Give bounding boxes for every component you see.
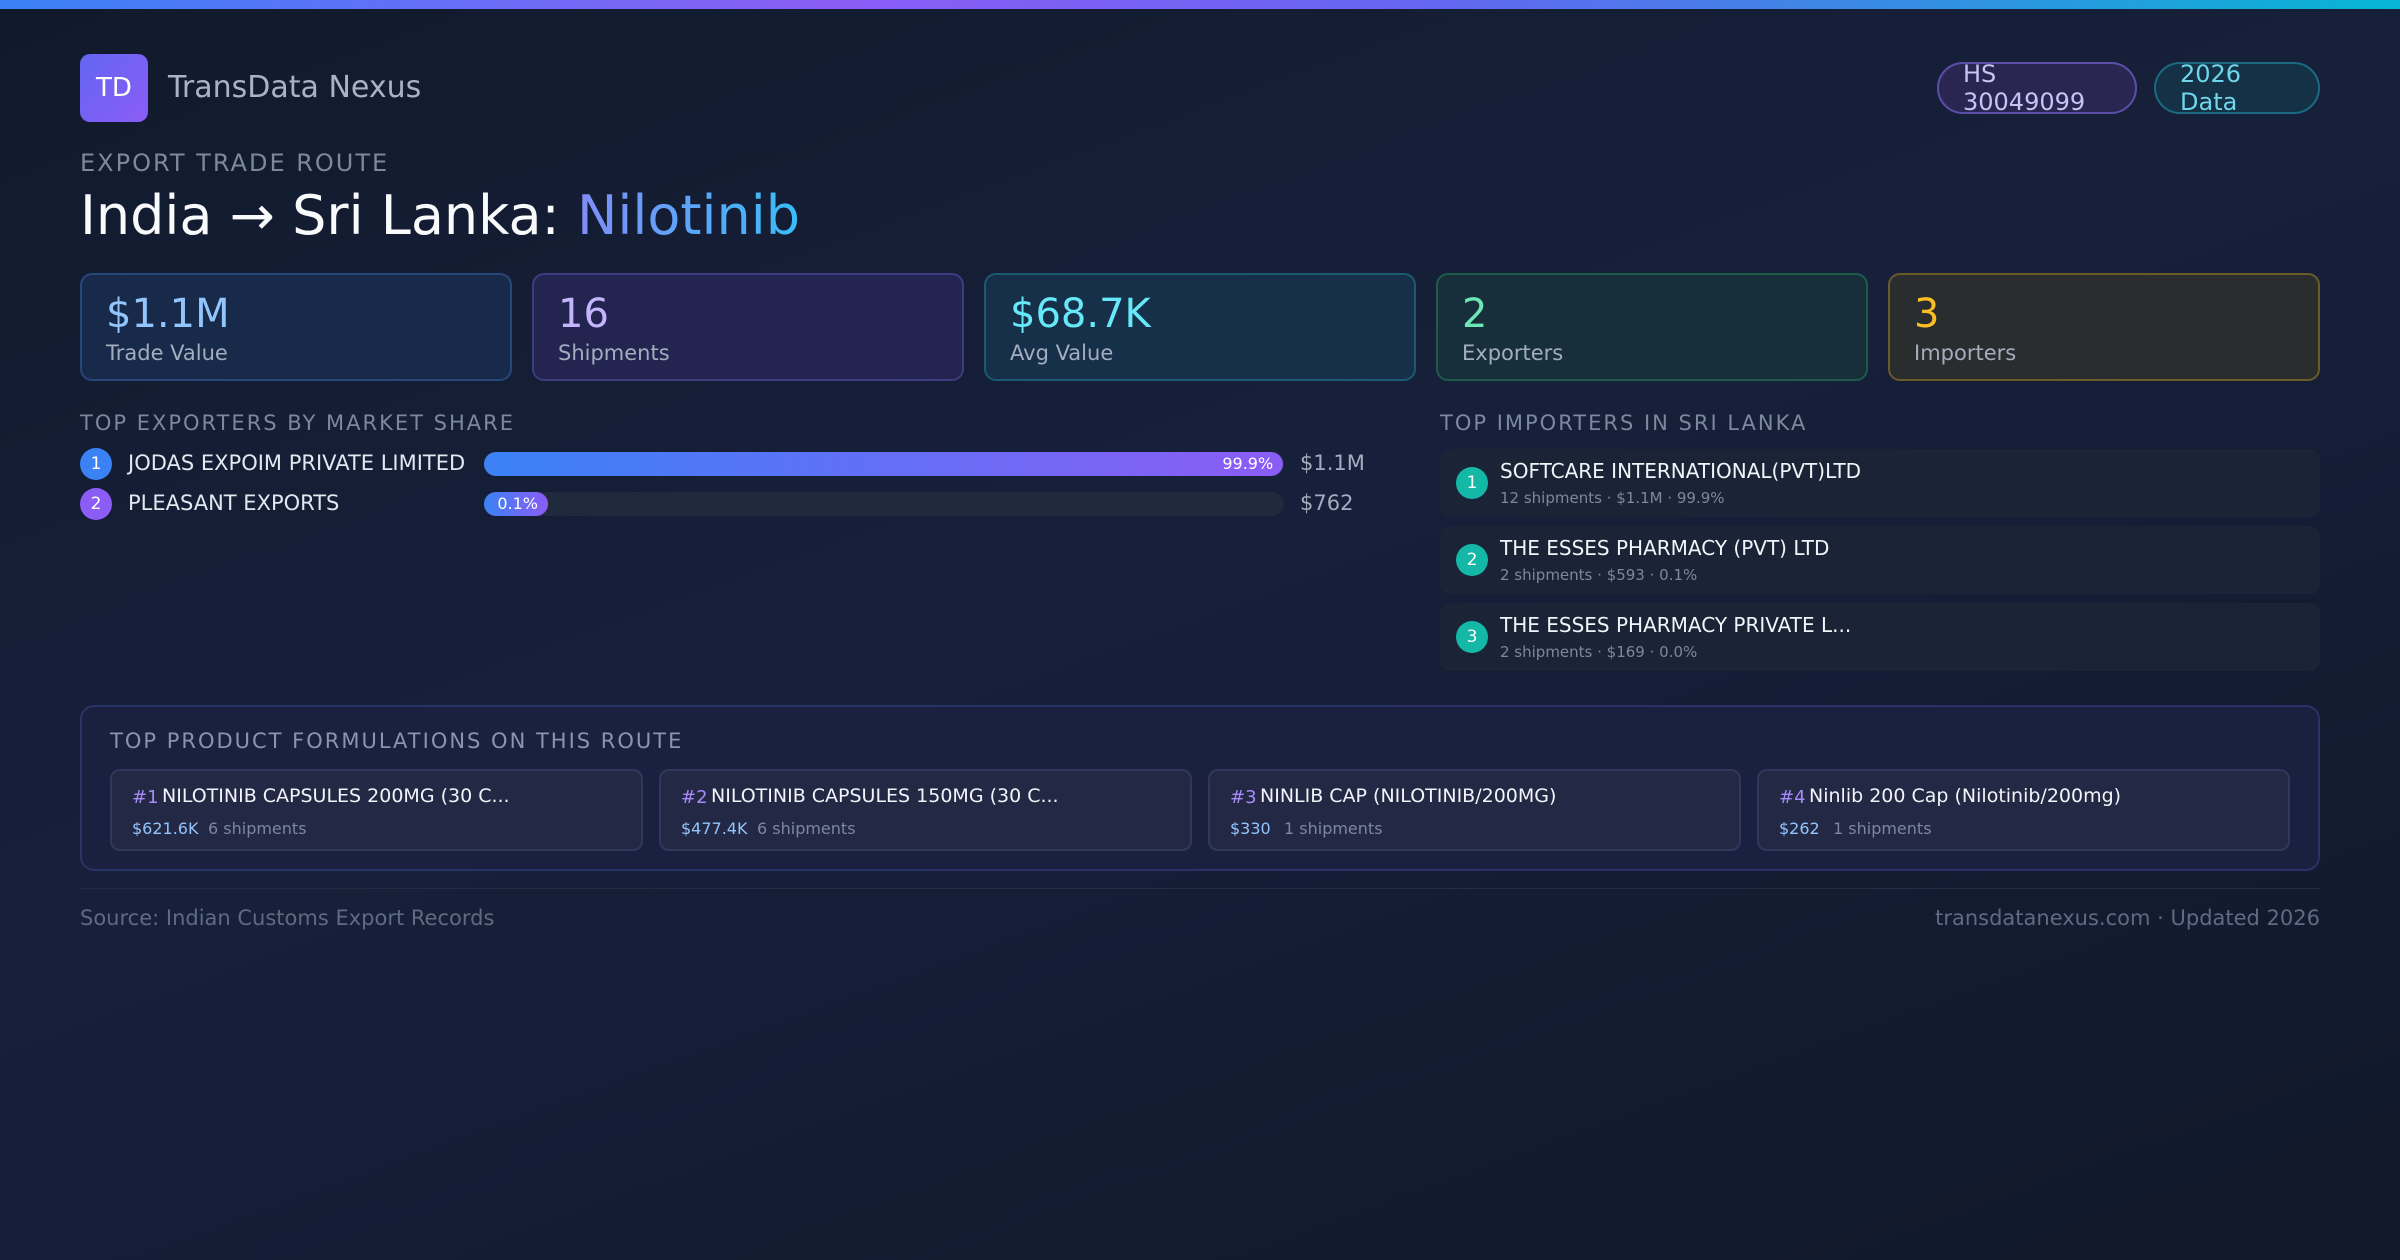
exporter-name: JODAS EXPOIM PRIVATE LIMITED <box>128 451 466 475</box>
importer-name: SOFTCARE INTERNATIONAL(PVT)LTD <box>1500 459 1862 483</box>
formulation-shipments: 6 shipments <box>208 819 307 838</box>
formulation-name: NINLIB CAP (NILOTINIB/200MG) <box>1260 785 1557 807</box>
share-bar-fill: 99.9% <box>484 452 1284 476</box>
importer-meta: 12 shipments · $1.1M · 99.9% <box>1500 489 1725 507</box>
stat-card-avg-value: $68.7K Avg Value <box>984 273 1416 381</box>
stat-value: 3 <box>1914 291 1940 337</box>
formulations-panel: TOP PRODUCT FORMULATIONS ON THIS ROUTE #… <box>80 705 2320 871</box>
stat-value: $1.1M <box>106 291 230 337</box>
product-name: Nilotinib <box>576 184 801 247</box>
exporter-name: PLEASANT EXPORTS <box>128 491 340 515</box>
importer-meta: 2 shipments · $169 · 0.0% <box>1500 643 1698 661</box>
rank-badge: 1 <box>1456 467 1488 499</box>
formulation-card: #3 NINLIB CAP (NILOTINIB/200MG) $330 1 s… <box>1208 769 1741 851</box>
formulation-value: $262 <box>1779 819 1820 838</box>
hs-code-badge: HS 30049099 <box>1937 60 2137 116</box>
importer-card: 3 THE ESSES PHARMACY PRIVATE L... 2 ship… <box>1440 603 2320 671</box>
stat-value: $68.7K <box>1010 291 1151 337</box>
rank-badge: 3 <box>1456 621 1488 653</box>
rank-badge: 2 <box>1456 544 1488 576</box>
brand-name: TransData Nexus <box>168 70 422 105</box>
rank-badge: 1 <box>80 448 112 480</box>
importer-name: THE ESSES PHARMACY (PVT) LTD <box>1500 536 1830 560</box>
formulation-rank: #2 <box>681 787 708 808</box>
route-text: India → Sri Lanka: <box>80 184 560 247</box>
data-year-badge: 2026 Data <box>2154 60 2320 116</box>
source-note: Source: Indian Customs Export Records <box>80 906 495 930</box>
formulation-name: Ninlib 200 Cap (Nilotinib/200mg) <box>1809 785 2122 807</box>
exporters-section-title: TOP EXPORTERS BY MARKET SHARE <box>80 411 516 435</box>
importer-meta: 2 shipments · $593 · 0.1% <box>1500 566 1698 584</box>
logo: TD <box>80 54 148 122</box>
importers-section-title: TOP IMPORTERS IN SRI LANKA <box>1440 411 1808 435</box>
importer-card: 1 SOFTCARE INTERNATIONAL(PVT)LTD 12 ship… <box>1440 449 2320 517</box>
stat-label: Exporters <box>1462 341 1564 365</box>
stat-label: Trade Value <box>106 341 228 365</box>
formulation-value: $477.4K <box>681 819 748 838</box>
stat-value: 2 <box>1462 291 1488 337</box>
route-kicker: EXPORT TRADE ROUTE <box>80 149 390 177</box>
formulation-rank: #1 <box>132 787 159 808</box>
formulation-card: #1 NILOTINIB CAPSULES 200MG (30 C... $62… <box>110 769 643 851</box>
formulation-name: NILOTINIB CAPSULES 150MG (30 C... <box>711 785 1059 807</box>
formulation-rank: #4 <box>1779 787 1806 808</box>
stat-label: Avg Value <box>1010 341 1114 365</box>
formulation-card: #4 Ninlib 200 Cap (Nilotinib/200mg) $262… <box>1757 769 2290 851</box>
stat-card-exporters: 2 Exporters <box>1436 273 1868 381</box>
rank-badge: 2 <box>80 488 112 520</box>
stat-card-shipments: 16 Shipments <box>532 273 964 381</box>
share-percent: 0.1% <box>497 494 538 513</box>
importer-card: 2 THE ESSES PHARMACY (PVT) LTD 2 shipmen… <box>1440 526 2320 594</box>
exporter-value: $762 <box>1300 491 1354 515</box>
header: TD TransData Nexus HS 30049099 2026 Data <box>80 54 2320 122</box>
formulation-name: NILOTINIB CAPSULES 200MG (30 C... <box>162 785 510 807</box>
site-updated-note: transdatanexus.com · Updated 2026 <box>1935 906 2320 930</box>
stat-label: Shipments <box>558 341 670 365</box>
stat-value: 16 <box>558 291 609 337</box>
formulation-shipments: 1 shipments <box>1833 819 1932 838</box>
formulation-card: #2 NILOTINIB CAPSULES 150MG (30 C... $47… <box>659 769 1192 851</box>
stats-row: $1.1M Trade Value 16 Shipments $68.7K Av… <box>80 273 2320 381</box>
stat-card-importers: 3 Importers <box>1888 273 2320 381</box>
formulation-value: $621.6K <box>132 819 199 838</box>
exporter-row: 2 PLEASANT EXPORTS 0.1% $762 <box>80 487 1360 521</box>
page-title: India → Sri Lanka: Nilotinib <box>80 184 800 247</box>
stat-card-trade-value: $1.1M Trade Value <box>80 273 512 381</box>
formulations-title: TOP PRODUCT FORMULATIONS ON THIS ROUTE <box>110 729 684 753</box>
formulation-shipments: 1 shipments <box>1284 819 1383 838</box>
footer-divider <box>80 888 2320 889</box>
importer-name: THE ESSES PHARMACY PRIVATE L... <box>1500 613 1852 637</box>
formulation-shipments: 6 shipments <box>757 819 856 838</box>
share-bar-track: 0.1% <box>484 492 1284 516</box>
formulation-value: $330 <box>1230 819 1271 838</box>
share-percent: 99.9% <box>1222 454 1274 473</box>
share-bar-track: 99.9% <box>484 452 1284 476</box>
share-bar-fill: 0.1% <box>484 492 548 516</box>
top-accent-bar <box>0 0 2400 9</box>
exporter-value: $1.1M <box>1300 451 1365 475</box>
exporter-row: 1 JODAS EXPOIM PRIVATE LIMITED 99.9% $1.… <box>80 447 1365 481</box>
stat-label: Importers <box>1914 341 2017 365</box>
formulation-rank: #3 <box>1230 787 1257 808</box>
